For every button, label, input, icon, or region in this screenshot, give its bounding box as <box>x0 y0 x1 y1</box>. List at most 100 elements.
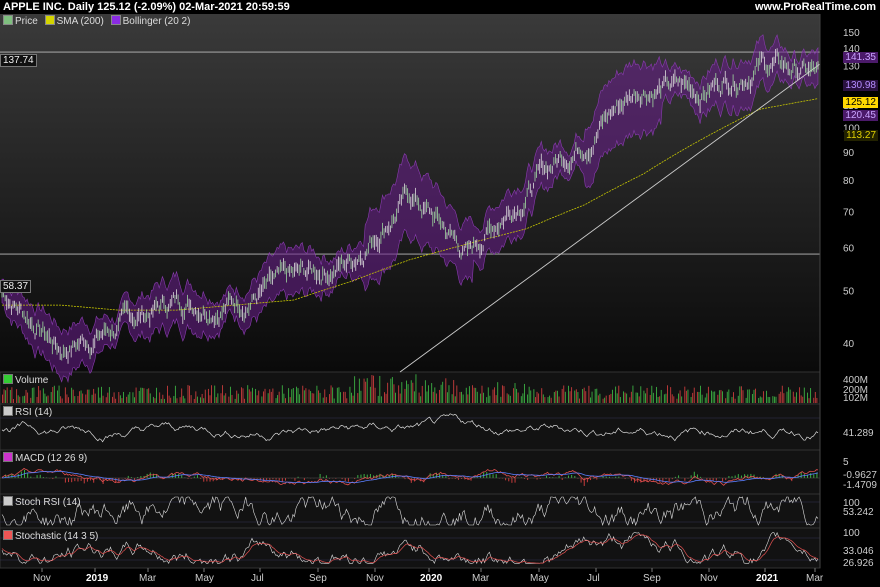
volume-bar <box>445 378 447 403</box>
macd-histogram-bar <box>178 473 180 478</box>
volume-bar <box>594 388 596 403</box>
macd-histogram-bar <box>83 478 85 484</box>
macd-histogram-bar <box>410 478 412 483</box>
volume-bar <box>283 393 285 403</box>
volume-bar <box>25 389 27 403</box>
volume-bar <box>527 394 529 403</box>
volume-bar <box>758 397 760 403</box>
volume-bar <box>509 395 511 403</box>
macd-histogram-bar <box>552 477 554 478</box>
volume-bar <box>2 394 3 403</box>
volume-bar <box>68 397 69 403</box>
macd-histogram-bar <box>285 478 287 481</box>
macd-histogram-bar <box>479 475 481 478</box>
bollinger-band <box>1 34 819 383</box>
volume-bar <box>201 393 203 403</box>
volume-bar <box>168 395 170 403</box>
volume-bar <box>108 387 110 403</box>
volume-bar <box>250 391 252 403</box>
y-tick-150: 150 <box>843 28 860 39</box>
macd-histogram-bar <box>369 473 371 478</box>
volume-bar <box>459 392 461 403</box>
x-tick-3: May <box>195 573 214 584</box>
volume-bar <box>649 394 651 403</box>
volume-bar <box>778 393 780 403</box>
volume-bar <box>747 389 749 403</box>
macd-histogram-bar <box>344 478 346 482</box>
volume-bar <box>717 394 719 403</box>
legend-item-sma[interactable]: SMA (200) <box>44 15 104 27</box>
macd-panel-label[interactable]: MACD (12 26 9) <box>3 452 87 464</box>
volume-bar <box>329 394 330 403</box>
volume-bar <box>517 392 519 403</box>
y-tick-60: 60 <box>843 244 855 255</box>
volume-bar <box>313 393 315 403</box>
macd-histogram-bar <box>407 478 409 479</box>
macd-histogram-bar <box>615 476 617 478</box>
legend-item-price[interactable]: Price <box>3 15 38 27</box>
volume-bar <box>794 396 796 403</box>
macd-histogram-bar <box>634 478 636 483</box>
stoch-rsi-panel-label[interactable]: Stoch RSI (14) <box>3 496 81 508</box>
macd-histogram-bar <box>36 475 38 478</box>
volume-bar <box>377 395 379 403</box>
stochastic-k-line <box>1 531 819 565</box>
volume-bar <box>324 389 326 403</box>
volume-bar <box>162 394 164 403</box>
volume-bar <box>318 390 319 403</box>
volume-bar <box>740 386 742 403</box>
stochastic-panel-label[interactable]: Stochastic (14 3 5) <box>3 530 98 542</box>
macd-histogram-bar <box>643 478 645 482</box>
sma-value-box: 113.27 <box>844 130 878 141</box>
macd-histogram-bar <box>514 478 516 483</box>
rsi-swatch-icon <box>3 406 13 416</box>
volume-bar <box>494 387 496 403</box>
macd-histogram-bar <box>546 475 547 478</box>
macd-histogram-bar <box>435 472 437 478</box>
volume-bar <box>31 387 33 403</box>
volume-bar <box>781 385 783 403</box>
macd-histogram-bar <box>250 478 252 480</box>
macd-histogram-bar <box>171 473 173 478</box>
volume-bar <box>753 389 755 403</box>
volume-bar <box>685 390 687 403</box>
legend-item-bollinger[interactable]: Bollinger (20 2) <box>110 15 190 27</box>
volume-bar <box>360 390 362 403</box>
macd-panel-bg <box>0 449 821 495</box>
volume-bar <box>501 385 503 403</box>
volume-bar <box>291 389 293 403</box>
volume-bar <box>585 391 587 403</box>
rsi-panel-label[interactable]: RSI (14) <box>3 406 52 418</box>
volume-bar <box>275 398 277 403</box>
volume-bar <box>220 393 222 403</box>
volume-bar <box>292 388 294 403</box>
x-tick-0: Nov <box>33 573 51 584</box>
volume-bar <box>79 391 80 403</box>
macd-histogram-bar <box>788 478 790 479</box>
volume-bar <box>684 386 686 403</box>
chart-title: APPLE INC. Daily 125.12 (-2.09%) 02-Mar-… <box>3 1 290 13</box>
site-link[interactable]: www.ProRealTime.com <box>754 1 876 13</box>
macd-histogram-bar <box>813 474 815 478</box>
volume-bar <box>590 397 591 403</box>
volume-bar <box>42 388 44 403</box>
volume-bar <box>264 388 266 403</box>
volume-bar <box>240 387 242 403</box>
volume-bar <box>748 389 750 403</box>
volume-bar <box>269 389 271 403</box>
macd-panel: 5 -0.9627-1.4709 <box>0 457 877 491</box>
macd-histogram-bar <box>385 475 387 478</box>
stochastic-tick-0: 100 <box>843 528 860 539</box>
macd-histogram-bar <box>90 478 92 481</box>
volume-bar <box>132 392 134 403</box>
volume-bar <box>645 393 646 403</box>
volume-bar <box>761 397 763 403</box>
volume-bar <box>39 390 41 403</box>
volume-bar <box>24 395 25 403</box>
volume-bar <box>722 391 723 403</box>
volume-panel-label[interactable]: Volume <box>3 374 48 386</box>
x-tick-14: Mar <box>806 573 824 584</box>
macd-histogram-bar <box>11 473 13 478</box>
macd-histogram-bar <box>590 478 592 481</box>
